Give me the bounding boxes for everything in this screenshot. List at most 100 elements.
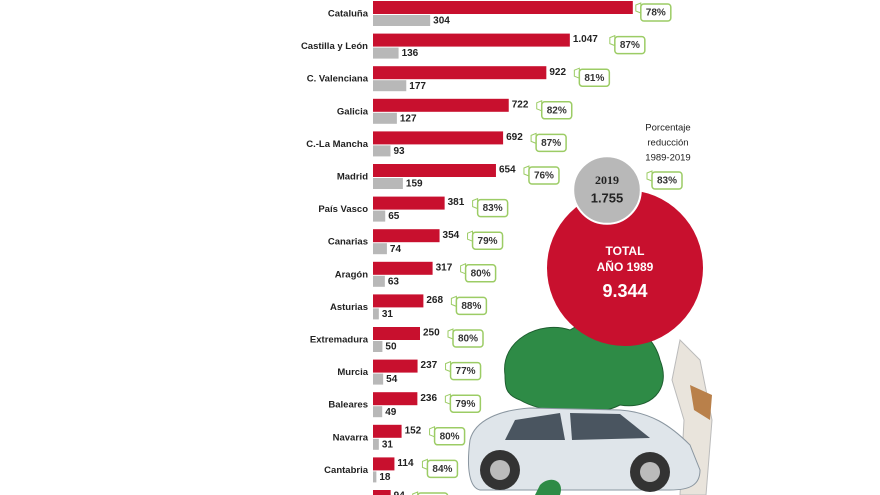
value-label: 74 [390,244,402,255]
badge-label: 80% [458,334,478,345]
bar [373,438,379,450]
category-label: Cataluña [328,9,369,20]
bar [373,490,391,495]
bar [373,112,397,124]
badge-label: 79% [478,236,498,247]
value-label: 31 [382,439,394,450]
badge-label: 76% [534,171,554,182]
bar [373,424,402,438]
badge-label: 80% [471,268,491,279]
bar [373,243,387,255]
bar [373,210,386,222]
value-label: 93 [393,146,405,157]
badge-label: 78% [646,8,666,19]
badge-label: 87% [620,40,640,51]
badge-label: 79% [455,399,475,410]
value-label: 722 [512,99,529,110]
bar [373,294,424,308]
category-label: Cantabria [324,465,369,476]
value-label: 18 [379,472,391,483]
badge [578,68,611,87]
badge-label: 82% [547,105,567,116]
badge [433,427,466,446]
value-label: 236 [420,393,437,404]
value-label: 922 [549,67,566,78]
bar [373,327,420,340]
value-label: 136 [402,48,419,59]
category-label: Extremadura [310,335,369,346]
badge-label: 83% [483,203,503,214]
badge-label: 80% [440,431,460,442]
badge [449,361,482,381]
reduction-title: 1989-2019 [645,153,690,164]
badge-label: 81% [584,73,604,84]
badge [426,459,459,479]
category-label: C.-La Mancha [306,139,368,150]
reduction-title: reducción [647,138,688,149]
value-label: 159 [406,179,423,190]
badge-label: 83% [657,176,677,187]
bar [373,33,570,47]
total-2019-circle [572,155,642,225]
badge [449,394,482,413]
badge [471,231,504,250]
bar [373,98,509,112]
category-label: Asturias [330,302,368,313]
value-label: 177 [409,81,426,92]
value-label: 94 [394,491,406,495]
category-label: Castilla y León [301,41,368,52]
value-label: 354 [443,230,460,241]
badge [476,198,509,218]
value-label: 304 [433,16,450,27]
bar [373,406,383,418]
bar [373,308,379,320]
bar [373,66,547,80]
bar [373,164,496,177]
bar [373,229,440,243]
category-label: Galicia [337,106,369,117]
bar [373,359,418,373]
value-label: 54 [386,374,398,385]
value-label: 114 [397,458,414,469]
bar [373,341,383,352]
bar [373,178,403,189]
value-label: 50 [385,342,397,353]
badge-label: 88% [461,301,481,312]
badge-label: 84% [432,464,452,475]
value-label: 654 [499,165,516,176]
value-label: 250 [423,328,440,339]
bar [373,80,407,92]
total-1989-title: AÑO 1989 [597,259,654,274]
badge [540,101,573,120]
bar [373,457,395,471]
value-label: 65 [388,211,400,222]
badge [464,264,497,283]
bar [373,15,431,26]
illustration [467,319,713,495]
bar [373,145,391,157]
badge [412,491,419,495]
category-label: Navarra [333,432,369,443]
category-label: País Vasco [318,204,368,215]
total-1989-value: 9.344 [602,281,647,301]
value-label: 692 [506,132,523,143]
reduction-title: Porcentaje [645,123,690,134]
badge [614,35,646,55]
value-label: 268 [426,295,443,306]
value-label: 152 [405,425,422,436]
bar [373,196,445,210]
value-label: 381 [448,197,465,208]
bar [373,261,433,275]
total-1989-circle [546,189,704,347]
bar [373,471,377,483]
category-label: Canarias [328,237,368,248]
total-2019-title: 2019 [595,173,619,187]
bar [373,275,385,287]
total-2019-value: 1.755 [591,190,624,205]
badge [455,296,488,316]
badge [528,166,560,185]
category-label: Baleares [328,400,368,411]
bar [373,47,399,59]
total-1989-title: TOTAL [606,244,645,258]
